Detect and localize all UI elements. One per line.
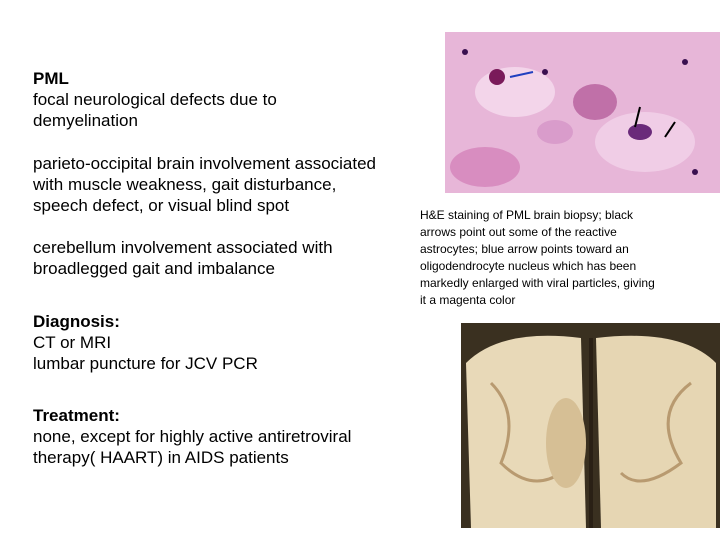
text-line: therapy( HAART) in AIDS patients: [33, 448, 289, 467]
text-line: focal neurological defects due to: [33, 90, 277, 109]
text-line: broadlegged gait and imbalance: [33, 259, 275, 278]
text-line: lumbar puncture for JCV PCR: [33, 354, 258, 373]
caption-line: oligodendrocyte nucleus which has been: [420, 259, 637, 273]
text-line: demyelination: [33, 111, 138, 130]
histology-image: [445, 32, 720, 193]
caption-line: astrocytes; blue arrow points toward an: [420, 242, 629, 256]
text-line: CT or MRI: [33, 333, 112, 352]
text-line: cerebellum involvement associated with: [33, 238, 333, 257]
heading: Treatment:: [33, 406, 120, 425]
caption-line: arrows point out some of the reactive: [420, 225, 617, 239]
caption-line: H&E staining of PML brain biopsy; black: [420, 208, 633, 222]
caption-line: it a magenta color: [420, 293, 516, 307]
heading: PML: [33, 69, 69, 88]
caption-line: markedly enlarged with viral particles, …: [420, 276, 655, 290]
text-line: speech defect, or visual blind spot: [33, 196, 290, 215]
heading: Diagnosis:: [33, 312, 120, 331]
text-line: parieto-occipital brain involvement asso…: [33, 154, 377, 173]
text-line: none, except for highly active antiretro…: [33, 427, 352, 446]
brain-image: [461, 323, 720, 528]
text-line: with muscle weakness, gait disturbance,: [33, 175, 337, 194]
